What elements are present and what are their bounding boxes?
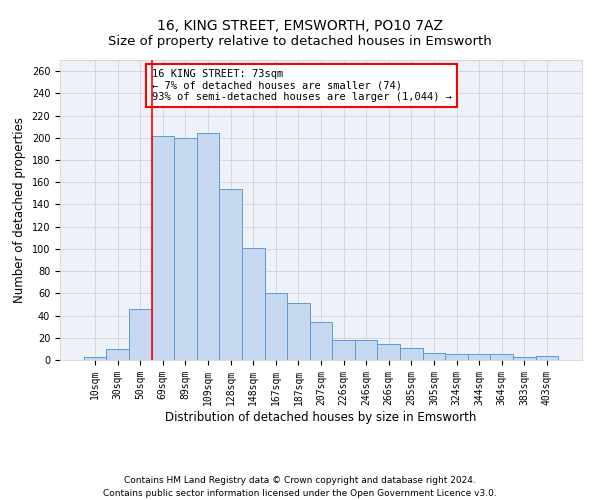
Bar — [445, 354, 468, 360]
Bar — [152, 136, 174, 360]
Bar — [422, 354, 445, 360]
Text: 16 KING STREET: 73sqm
← 7% of detached houses are smaller (74)
93% of semi-detac: 16 KING STREET: 73sqm ← 7% of detached h… — [152, 69, 452, 102]
Text: Size of property relative to detached houses in Emsworth: Size of property relative to detached ho… — [108, 34, 492, 48]
Bar — [197, 134, 220, 360]
Bar — [220, 189, 242, 360]
Bar — [468, 354, 490, 360]
Text: Contains HM Land Registry data © Crown copyright and database right 2024.
Contai: Contains HM Land Registry data © Crown c… — [103, 476, 497, 498]
Y-axis label: Number of detached properties: Number of detached properties — [13, 117, 26, 303]
Bar — [377, 344, 400, 360]
Bar — [174, 138, 197, 360]
Bar — [490, 354, 513, 360]
X-axis label: Distribution of detached houses by size in Emsworth: Distribution of detached houses by size … — [166, 410, 476, 424]
Text: 16, KING STREET, EMSWORTH, PO10 7AZ: 16, KING STREET, EMSWORTH, PO10 7AZ — [157, 18, 443, 32]
Bar — [242, 248, 265, 360]
Bar — [129, 309, 152, 360]
Bar — [310, 322, 332, 360]
Bar — [355, 340, 377, 360]
Bar — [106, 349, 129, 360]
Bar — [265, 294, 287, 360]
Bar — [84, 356, 106, 360]
Bar — [332, 340, 355, 360]
Bar — [287, 304, 310, 360]
Bar — [536, 356, 558, 360]
Bar — [513, 356, 536, 360]
Bar — [400, 348, 422, 360]
